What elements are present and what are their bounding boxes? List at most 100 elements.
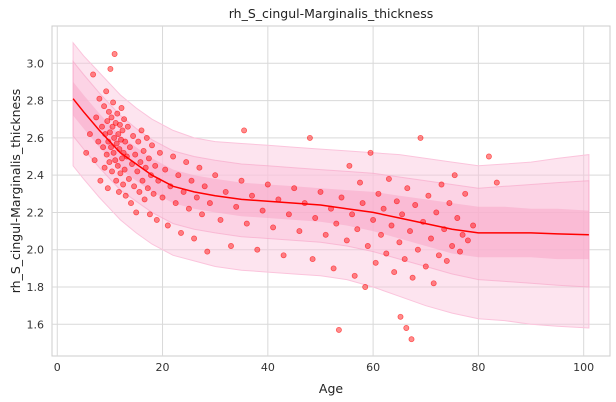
data-point <box>111 51 118 57</box>
data-point <box>357 179 363 186</box>
data-point <box>417 134 424 141</box>
data-point <box>175 172 182 179</box>
data-point <box>372 259 379 266</box>
data-point <box>404 185 411 192</box>
data-point <box>264 181 271 188</box>
data-point <box>153 216 160 223</box>
x-tick-label: 100 <box>573 361 594 374</box>
data-point <box>222 188 229 195</box>
data-point <box>101 164 108 171</box>
data-point <box>83 149 90 156</box>
data-point <box>132 151 139 158</box>
y-axis-ticks: 1.6 1.8 2.0 2.2 2.4 2.6 2.8 3.0 <box>27 57 45 331</box>
data-point <box>139 177 146 184</box>
data-point <box>170 153 177 160</box>
x-tick-label: 20 <box>156 361 170 374</box>
data-point <box>249 192 255 199</box>
y-axis-label: rh_S_cingul-Marginalis_thickness <box>8 89 23 294</box>
data-point <box>378 231 384 238</box>
data-point <box>93 114 100 121</box>
y-tick-label: 1.6 <box>27 318 45 331</box>
data-point <box>143 134 150 141</box>
data-point <box>107 65 114 72</box>
data-point <box>459 231 466 238</box>
data-point <box>100 144 107 151</box>
data-point <box>156 149 163 156</box>
data-point <box>383 250 390 257</box>
data-point <box>128 200 134 207</box>
data-point <box>196 164 203 171</box>
data-point <box>114 110 121 117</box>
data-point <box>408 336 415 343</box>
data-point <box>103 88 110 95</box>
data-point <box>330 265 337 272</box>
band-core <box>73 81 589 260</box>
data-point <box>280 252 287 259</box>
x-tick-label: 60 <box>366 361 380 374</box>
data-point <box>106 159 113 166</box>
data-point <box>425 192 432 199</box>
data-point <box>451 172 458 179</box>
data-point <box>446 200 453 207</box>
data-point <box>145 155 152 162</box>
data-point <box>228 243 234 249</box>
data-point <box>108 144 114 151</box>
data-point <box>407 228 413 235</box>
data-point <box>117 170 124 177</box>
data-point <box>99 123 105 130</box>
data-point <box>464 237 471 244</box>
x-tick-label: 0 <box>54 361 61 374</box>
data-point <box>259 207 266 214</box>
data-point <box>391 269 398 276</box>
data-point <box>291 185 298 192</box>
data-point <box>270 224 277 231</box>
data-point <box>122 192 129 199</box>
data-point <box>412 202 419 208</box>
data-point <box>137 159 144 166</box>
data-point <box>91 157 98 164</box>
data-point <box>125 175 132 182</box>
data-point <box>104 118 111 125</box>
x-axis-label: Age <box>319 381 343 396</box>
data-point <box>146 211 153 218</box>
data-point <box>414 246 421 253</box>
data-point <box>162 166 169 173</box>
y-tick-label: 2.4 <box>27 169 45 182</box>
data-point <box>457 248 463 255</box>
data-point <box>375 190 382 197</box>
data-point <box>144 185 151 192</box>
data-point <box>309 256 316 263</box>
data-point <box>254 246 261 253</box>
data-point <box>233 203 240 210</box>
data-point <box>115 131 122 138</box>
data-point <box>134 168 141 175</box>
data-point <box>438 181 445 188</box>
data-point <box>109 123 116 130</box>
data-point <box>101 103 108 110</box>
data-point <box>296 228 303 235</box>
data-point <box>135 138 142 145</box>
data-point <box>422 263 429 270</box>
data-point <box>454 215 461 221</box>
data-point <box>178 229 184 236</box>
data-point <box>104 185 111 192</box>
data-point <box>428 235 434 242</box>
data-point <box>306 134 313 141</box>
mean-trend-line <box>72 98 589 236</box>
data-point <box>433 209 440 216</box>
data-point <box>120 181 127 188</box>
data-point <box>124 123 131 130</box>
data-point <box>430 280 437 287</box>
data-point <box>380 205 387 212</box>
data-point <box>149 142 155 149</box>
data-point <box>112 157 119 164</box>
data-point <box>396 239 403 246</box>
data-point <box>385 175 392 182</box>
data-point <box>188 177 195 184</box>
data-point <box>113 140 120 147</box>
data-point <box>388 222 395 229</box>
data-point <box>449 243 456 249</box>
data-point <box>364 243 371 249</box>
data-point <box>393 198 400 205</box>
y-tick-label: 2.8 <box>27 95 45 108</box>
